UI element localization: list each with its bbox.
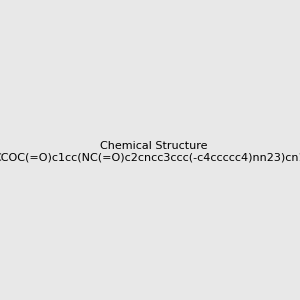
Text: Chemical Structure
CCOC(=O)c1cc(NC(=O)c2cncc3ccc(-c4ccccc4)nn23)cn1C: Chemical Structure CCOC(=O)c1cc(NC(=O)c2… <box>0 141 300 162</box>
